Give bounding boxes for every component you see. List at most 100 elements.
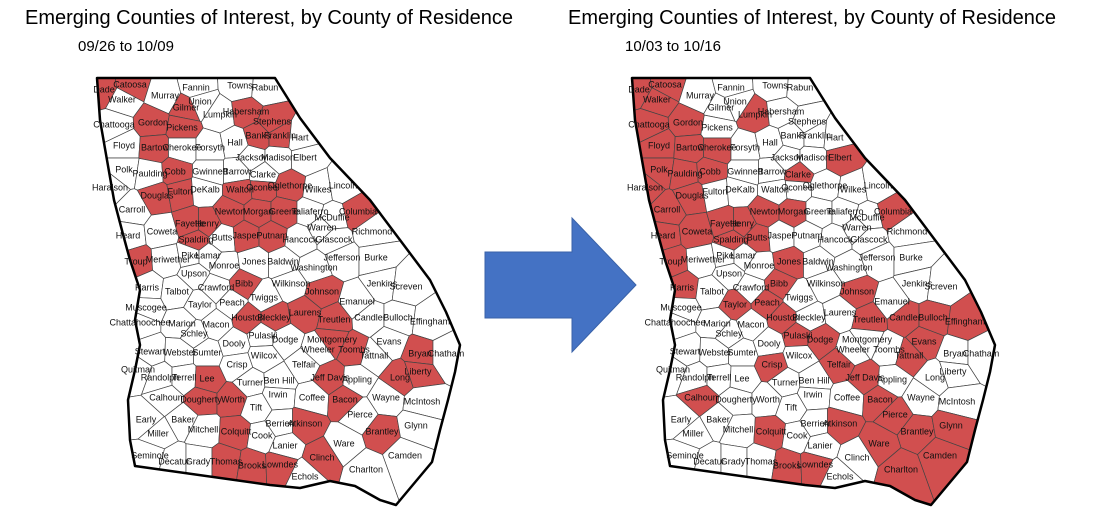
county-label: Taylor (188, 299, 212, 309)
county-label: Hall (227, 137, 243, 147)
county-label: Butts (747, 232, 768, 242)
county-label: Carroll (119, 204, 146, 214)
county-label: Pickens (166, 122, 198, 132)
county-label: Brantley (365, 426, 399, 436)
county-label: Glynn (404, 420, 428, 430)
county-label: Brooks (773, 460, 802, 470)
county-label: Barrow (223, 166, 252, 176)
county-label: Effingham (945, 316, 985, 326)
county-label: Banks (780, 130, 806, 140)
county-label: McIntosh (404, 396, 441, 406)
county-label: Camden (923, 450, 957, 460)
county-label: Morgan (243, 206, 274, 216)
county-label: Charlton (349, 464, 383, 474)
county-label: Gwinnett (192, 166, 228, 176)
county-label: Putnam (791, 230, 822, 240)
county-label: Paulding (132, 168, 167, 178)
county-label: Jenkins (367, 278, 398, 288)
county-label: Seminole (131, 450, 169, 460)
county-label: Dougherty (715, 394, 757, 404)
county-label: Spalding (713, 234, 748, 244)
county-label: Emanuel (339, 296, 375, 306)
county-label: Elbert (828, 152, 852, 162)
county-label: Bibb (235, 278, 253, 288)
county-label: Harris (135, 282, 159, 292)
county-label: Union (188, 96, 212, 106)
county-label: Oconee (781, 182, 813, 192)
county-label: Early (136, 414, 157, 424)
county-label: Turner (237, 377, 263, 387)
county-label: Fulton (167, 186, 192, 196)
county-label: Jackson (235, 152, 268, 162)
county-label: Bacon (332, 394, 358, 404)
county-label: Jeff Davis (310, 372, 350, 382)
county-label: Dodge (272, 334, 299, 344)
county-label: Stewart (670, 346, 701, 356)
county-label: Twiggs (250, 292, 279, 302)
county-label: Cook (251, 430, 273, 440)
county-label: Baldwin (267, 256, 299, 266)
map-title: Emerging Counties of Interest, by County… (25, 7, 513, 29)
county-label: Fayette (710, 218, 740, 228)
county-label: Gilmer (708, 102, 735, 112)
county-label: Hancock (282, 234, 318, 244)
county-label: Macon (737, 319, 764, 329)
county-label: Harris (670, 282, 694, 292)
county-label: Haralson (92, 182, 128, 192)
county-label: Franklin (264, 130, 296, 140)
county-label: Cobb (164, 166, 186, 176)
county-label: Treutlen (318, 314, 351, 324)
county-label: Forsyth (195, 142, 225, 152)
county-label: Charlton (884, 464, 918, 474)
county-label: Irwin (803, 389, 822, 399)
county-label: Coweta (682, 226, 713, 236)
county-label: Polk (650, 164, 668, 174)
county-label: Toombs (873, 344, 905, 354)
county-label: Brantley (900, 426, 934, 436)
date-range: 09/26 to 10/09 (78, 38, 174, 55)
county-label: Thomas (210, 456, 243, 466)
county (185, 443, 213, 505)
county-label: Gilmer (173, 102, 200, 112)
county-label: Bartow (141, 142, 170, 152)
county-label: Ware (868, 438, 889, 448)
county-label: Upson (181, 268, 207, 278)
county-label: Brooks (238, 460, 267, 470)
county-label: Dodge (807, 334, 834, 344)
county-label: Cherokee (697, 142, 736, 152)
county-label: Grady (186, 456, 211, 466)
county-label: Greene (269, 206, 299, 216)
county-label: Lowndes (262, 459, 299, 469)
county-label: Clarke (785, 169, 811, 179)
county-label: Hart (826, 132, 844, 142)
county-label: Terrell (707, 372, 732, 382)
county-label: Tift (250, 402, 263, 412)
county-label: Decatur (158, 456, 190, 466)
county-label: Douglas (675, 190, 709, 200)
county-label: Oconee (246, 182, 278, 192)
county-label: Troup (659, 256, 682, 266)
county-label: Treutlen (853, 314, 886, 324)
county-label: Early (671, 414, 692, 424)
county-label: Berrien (800, 418, 829, 428)
county-label: Muscogee (125, 302, 167, 312)
county-label: McIntosh (939, 396, 976, 406)
county-label: Dooly (222, 338, 246, 348)
county-label: Butts (212, 232, 233, 242)
county-label: Catoosa (113, 79, 147, 89)
county-label: Bryan (408, 348, 432, 358)
county-label: McDuffie (849, 212, 884, 222)
county-label: Crisp (761, 359, 782, 369)
county-label: Marion (703, 318, 731, 328)
county-label: Toombs (338, 344, 370, 354)
county-label: Bibb (770, 278, 788, 288)
county-label: Towns (227, 80, 253, 90)
county-label: Wilkes (840, 184, 867, 194)
county-label: Johnson (840, 286, 874, 296)
county-label: Lumpkin (738, 109, 772, 119)
county-label: Lowndes (797, 459, 834, 469)
county-label: Jones (777, 256, 802, 266)
county-label: Richmond (352, 226, 393, 236)
county-label: Taliaferro (291, 206, 328, 216)
